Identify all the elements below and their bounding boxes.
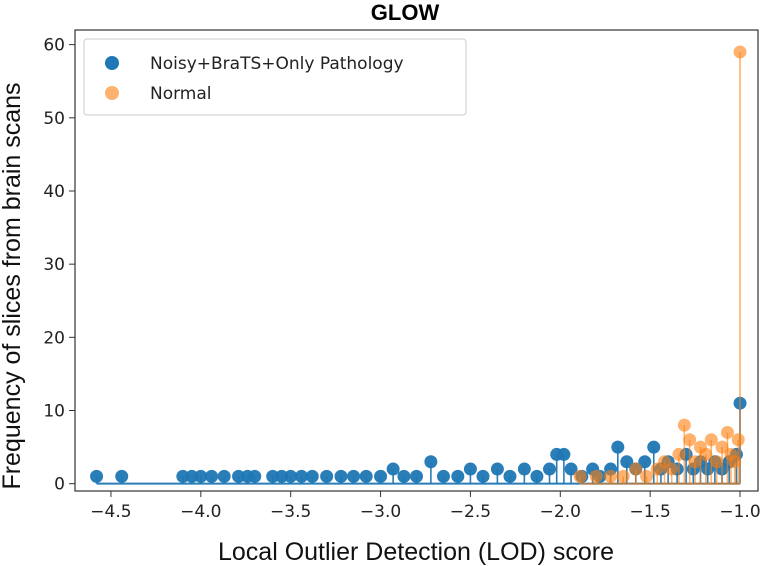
data-point [266,469,280,483]
data-point [90,469,104,483]
y-axis-label: Frequency of slices from brain scans [0,82,26,489]
data-point [490,462,504,476]
data-point [638,455,652,469]
data-point [232,469,246,483]
x-axis: −4.5 −4.0 −3.5 −3.0 −2.5 −2.0 −1.5 −1.0 [90,491,761,522]
x-tick-label: −4.5 [90,502,131,522]
data-point [672,447,686,461]
data-point [589,469,603,483]
data-point [715,440,729,454]
y-tick-label: 10 [43,402,65,422]
data-point [665,462,679,476]
series-normal [573,45,747,485]
y-tick-label: 30 [43,255,65,275]
y-tick-label: 20 [43,328,65,348]
y-axis: 0 10 20 30 40 50 60 [43,36,75,495]
x-axis-label: Local Outlier Detection (LOD) score [218,538,614,566]
legend-label-normal: Normal [150,84,212,104]
data-point [720,425,734,439]
data-point [305,469,319,483]
data-point [503,469,517,483]
legend-label-noisy: Noisy+BraTS+Only Pathology [150,54,404,74]
data-point [476,469,490,483]
legend-box [83,38,467,116]
y-tick-label: 0 [54,475,65,495]
data-point [604,469,618,483]
data-point [629,462,643,476]
y-tick-label: 50 [43,109,65,129]
data-point [275,469,289,483]
data-point [205,469,219,483]
data-point [564,462,578,476]
data-point [176,469,190,483]
data-point [728,455,742,469]
data-point [436,469,450,483]
x-tick-label: −3.0 [360,502,401,522]
data-point [543,462,557,476]
y-tick-label: 60 [43,36,65,56]
y-tick-label: 40 [43,182,65,202]
data-point [620,455,634,469]
data-point [611,440,625,454]
data-point [731,433,745,447]
data-point [386,462,400,476]
data-point [640,469,654,483]
data-point [647,440,661,454]
data-point [463,462,477,476]
data-point [359,469,373,483]
chart-title: GLOW [371,0,440,25]
data-point [185,469,199,483]
data-point [517,462,531,476]
data-point [683,433,697,447]
x-tick-label: −1.5 [630,502,671,522]
data-point [217,469,231,483]
series-layer [90,45,747,485]
data-point [573,469,587,483]
legend-marker-noisy [105,56,119,70]
data-point [530,469,544,483]
data-point [284,469,298,483]
data-point [194,469,208,483]
x-tick-label: −1.0 [719,502,760,522]
x-tick-label: −2.5 [450,502,491,522]
data-point [294,469,308,483]
x-tick-label: −2.0 [540,502,581,522]
legend-marker-normal [105,86,119,100]
data-point [616,469,630,483]
data-point [704,433,718,447]
data-point [733,45,747,59]
data-point [320,469,334,483]
data-point [699,447,713,461]
data-point [347,469,361,483]
data-point [688,455,702,469]
data-point [424,455,438,469]
data-point [397,469,411,483]
data-point [677,418,691,432]
data-point [451,469,465,483]
data-point [334,469,348,483]
x-tick-label: −4.0 [180,502,221,522]
data-point [710,455,724,469]
x-tick-label: −3.5 [270,502,311,522]
legend: Noisy+BraTS+Only Pathology Normal [83,38,467,116]
data-point [557,447,571,461]
data-point [248,469,262,483]
data-point [115,469,129,483]
data-point [374,469,388,483]
data-point [410,469,423,483]
